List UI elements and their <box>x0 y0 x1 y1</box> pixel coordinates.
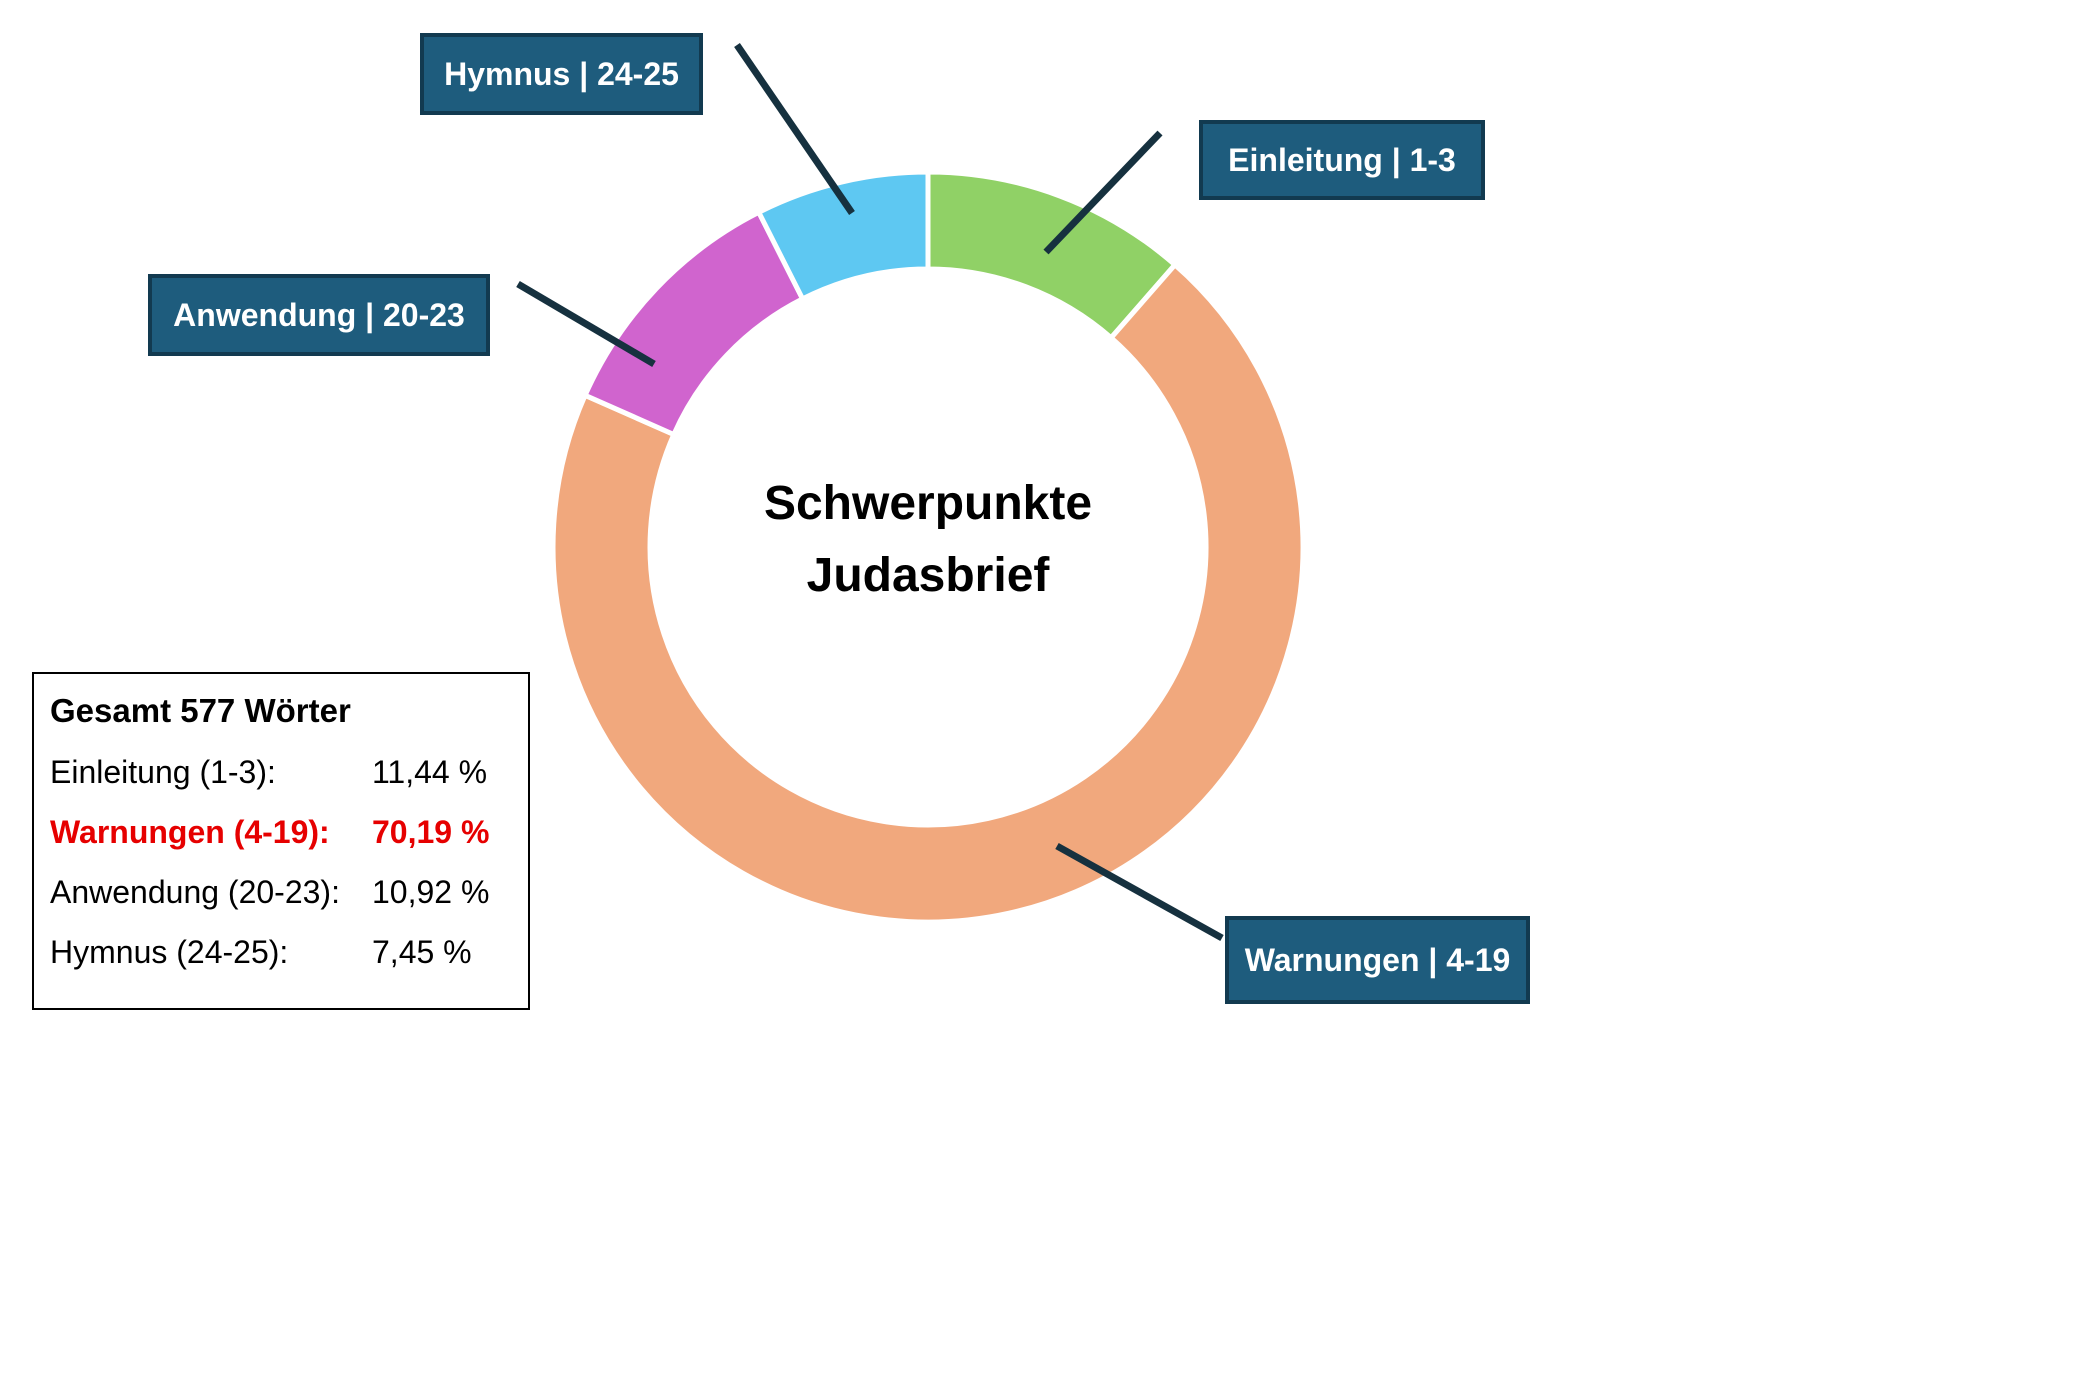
callout-anwendung: Anwendung | 20-23 <box>148 274 490 356</box>
donut-segment-anwendung <box>582 209 806 437</box>
stats-row-anwendung: Anwendung (20-23): 10,92 % <box>50 874 512 911</box>
donut-segment-hymnus <box>756 169 931 302</box>
callout-warnungen: Warnungen | 4-19 <box>1225 916 1530 1004</box>
chart-center-title: Schwerpunkte Judasbrief <box>628 468 1228 612</box>
center-title-line-1: Schwerpunkte <box>763 477 1093 530</box>
donut-segment-warnungen <box>550 262 1306 925</box>
stats-row-einleitung: Einleitung (1-3): 11,44 % <box>50 754 512 791</box>
stats-value: 7,45 % <box>372 934 472 970</box>
stats-title: Gesamt 577 Wörter <box>50 692 351 729</box>
stats-box: Gesamt 577 Wörter Einleitung (1-3): 11,4… <box>32 672 530 1010</box>
stats-row-warnungen: Warnungen (4-19): 70,19 % <box>50 814 512 851</box>
stats-label: Warnungen (4-19): <box>50 814 330 850</box>
leader-line-warnungen <box>1055 842 1224 942</box>
stats-value: 11,44 % <box>372 754 488 790</box>
leader-line-hymnus <box>734 43 855 215</box>
donut-ring <box>550 169 1306 925</box>
center-title-line-2: Judasbrief <box>806 549 1050 602</box>
stats-value: 10,92 % <box>372 874 490 910</box>
leader-line-einleitung <box>1043 130 1163 255</box>
leader-line-anwendung <box>516 280 656 368</box>
stats-row-hymnus: Hymnus (24-25): 7,45 % <box>50 934 512 971</box>
stats-value: 70,19 % <box>372 814 490 850</box>
stats-label: Einleitung (1-3): <box>50 754 276 790</box>
callout-hymnus: Hymnus | 24-25 <box>420 33 703 115</box>
stats-label: Hymnus (24-25): <box>50 934 289 970</box>
callout-einleitung: Einleitung | 1-3 <box>1199 120 1485 200</box>
stats-label: Anwendung (20-23): <box>50 874 340 910</box>
